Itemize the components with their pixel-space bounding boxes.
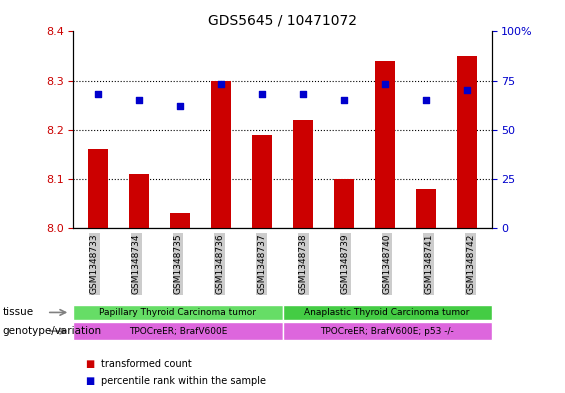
Bar — [293, 120, 313, 228]
Point — [380, 81, 389, 88]
Point — [176, 103, 185, 109]
Point — [421, 97, 431, 103]
Text: GSM1348734: GSM1348734 — [132, 234, 141, 294]
Text: percentile rank within the sample: percentile rank within the sample — [101, 376, 266, 386]
Text: transformed count: transformed count — [101, 358, 192, 369]
Text: TPOCreER; BrafV600E: TPOCreER; BrafV600E — [129, 327, 227, 336]
Bar — [88, 149, 108, 228]
Text: GSM1348737: GSM1348737 — [257, 234, 266, 294]
Bar — [416, 189, 436, 228]
Bar — [170, 213, 190, 228]
Text: genotype/variation: genotype/variation — [3, 326, 102, 336]
Point — [298, 91, 307, 97]
Bar — [252, 135, 272, 228]
Text: GSM1348738: GSM1348738 — [299, 234, 308, 294]
Point — [258, 91, 267, 97]
Text: GSM1348735: GSM1348735 — [173, 234, 182, 294]
Text: GSM1348742: GSM1348742 — [466, 234, 475, 294]
Point — [94, 91, 103, 97]
Point — [216, 81, 225, 88]
Bar — [334, 179, 354, 228]
Text: tissue: tissue — [3, 307, 34, 318]
Point — [340, 97, 349, 103]
Text: GSM1348736: GSM1348736 — [215, 234, 224, 294]
Text: GDS5645 / 10471072: GDS5645 / 10471072 — [208, 14, 357, 28]
Bar — [457, 56, 477, 228]
Bar — [375, 61, 396, 228]
Text: GSM1348741: GSM1348741 — [424, 234, 433, 294]
Text: GSM1348739: GSM1348739 — [341, 234, 350, 294]
Text: ■: ■ — [85, 358, 94, 369]
Text: ■: ■ — [85, 376, 94, 386]
Bar — [129, 174, 149, 228]
Bar — [211, 81, 231, 228]
Point — [134, 97, 144, 103]
Text: GSM1348733: GSM1348733 — [90, 234, 99, 294]
Text: TPOCreER; BrafV600E; p53 -/-: TPOCreER; BrafV600E; p53 -/- — [320, 327, 454, 336]
Point — [462, 87, 471, 94]
Text: Anaplastic Thyroid Carcinoma tumor: Anaplastic Thyroid Carcinoma tumor — [305, 308, 470, 317]
Text: GSM1348740: GSM1348740 — [383, 234, 392, 294]
Text: Papillary Thyroid Carcinoma tumor: Papillary Thyroid Carcinoma tumor — [99, 308, 257, 317]
